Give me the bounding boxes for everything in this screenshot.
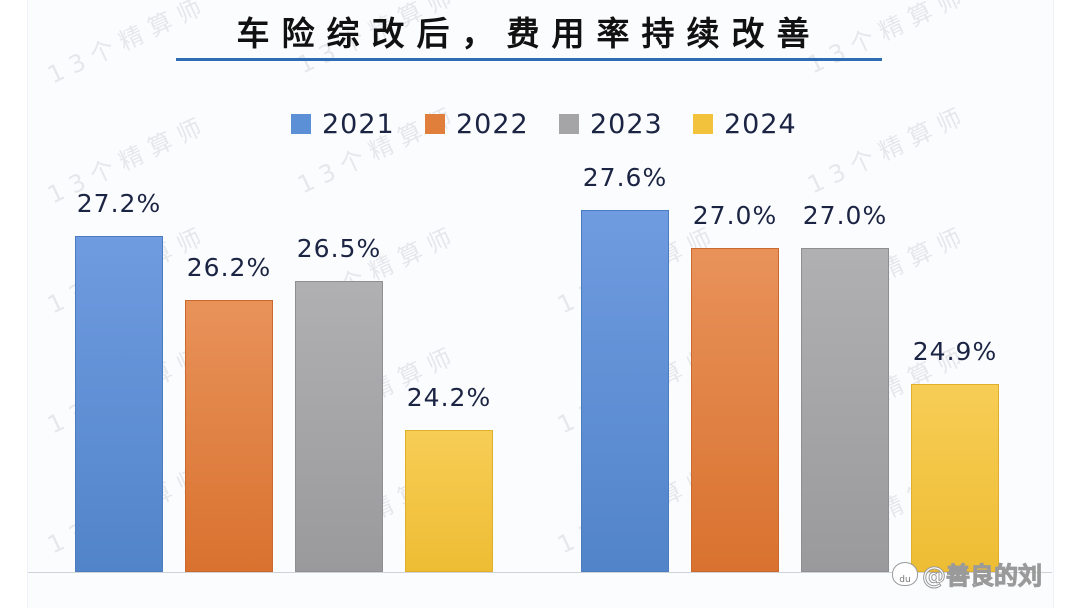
legend-item-2024: 2024 — [693, 106, 797, 142]
data-label: 27.0% — [802, 201, 888, 230]
legend-item-2021: 2021 — [291, 106, 395, 142]
bar-2023-group2 — [801, 248, 889, 572]
legend-swatch-2021 — [291, 114, 311, 134]
legend-label: 2024 — [724, 108, 797, 140]
bar-2022-group2 — [691, 248, 779, 572]
paw-icon: du — [892, 561, 918, 586]
bar-2024-group1 — [405, 430, 493, 572]
author-credit: du @善良的刘 — [892, 556, 1043, 591]
legend-item-2023: 2023 — [559, 106, 663, 142]
data-label: 26.2% — [186, 253, 272, 282]
bar-2024-group2 — [911, 384, 999, 572]
legend-item-2022: 2022 — [425, 106, 529, 142]
data-label: 27.0% — [692, 201, 778, 230]
data-label: 26.5% — [296, 234, 382, 263]
chart-title: 车险综改后，费用率持续改善 — [236, 14, 822, 53]
credit-text: @善良的刘 — [922, 562, 1043, 591]
data-label: 27.6% — [582, 163, 668, 192]
legend-label: 2021 — [322, 108, 395, 140]
data-label: 27.2% — [76, 189, 162, 218]
bar-2022-group1 — [185, 300, 273, 572]
legend-swatch-2024 — [693, 114, 713, 134]
legend: 2021 2022 2023 2024 — [0, 106, 1080, 142]
data-label: 24.9% — [912, 337, 998, 366]
bar-2021-group2 — [581, 210, 669, 572]
bar-2023-group1 — [295, 281, 383, 572]
title-underline — [176, 58, 882, 61]
data-label: 24.2% — [406, 383, 492, 412]
bar-2021-group1 — [75, 236, 163, 572]
x-axis-line — [28, 572, 1052, 573]
legend-swatch-2023 — [559, 114, 579, 134]
legend-label: 2023 — [590, 108, 663, 140]
legend-label: 2022 — [456, 108, 529, 140]
legend-swatch-2022 — [425, 114, 445, 134]
chart-panel — [27, 0, 1054, 608]
